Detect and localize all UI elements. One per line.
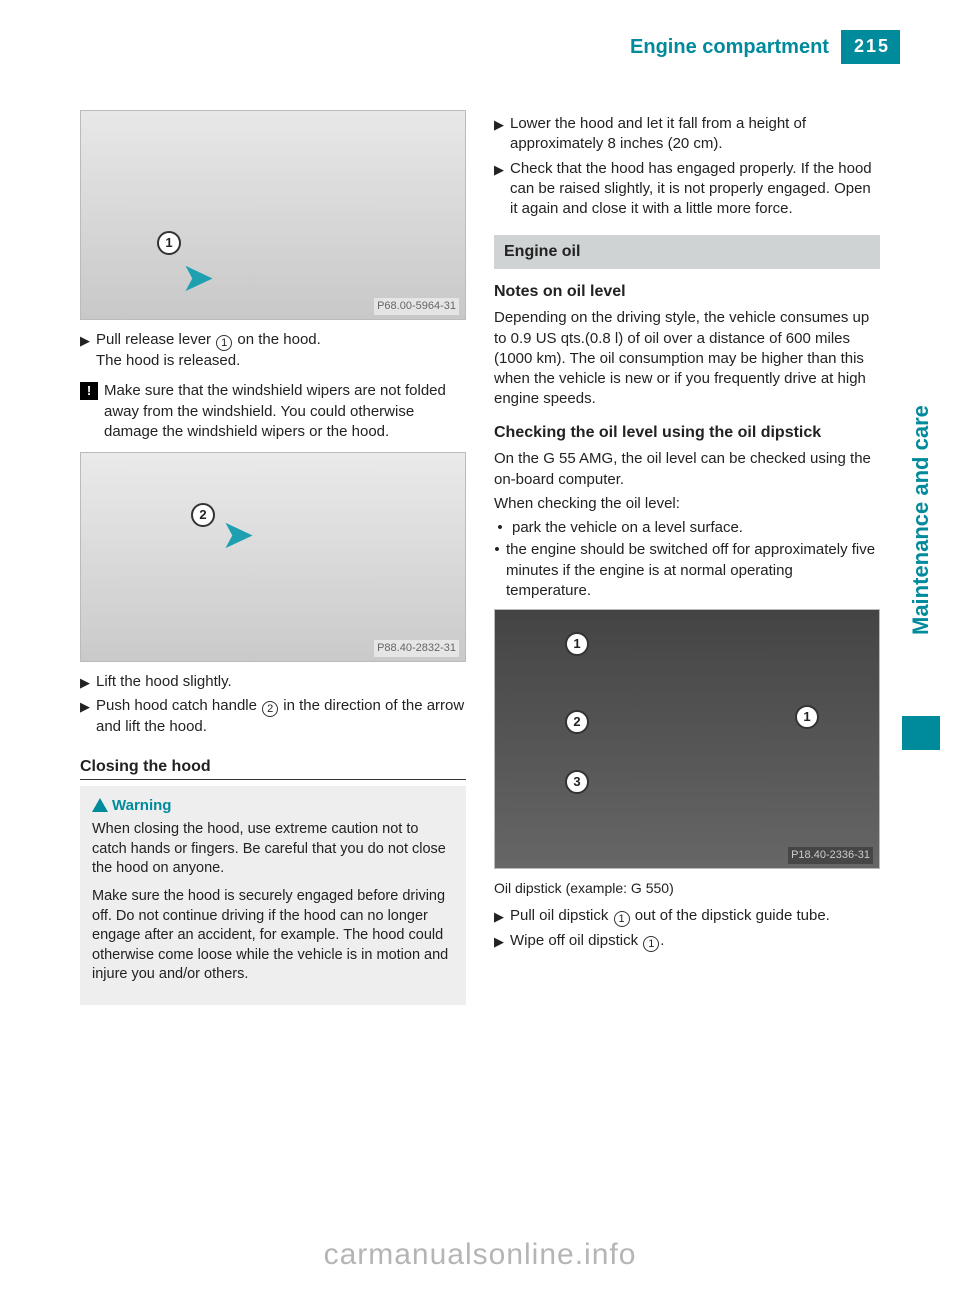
page-number: 215: [844, 30, 900, 64]
step-text: Push hood catch handle 2 in the directio…: [96, 696, 466, 737]
step-push-catch: ▶ Push hood catch handle 2 in the direct…: [80, 696, 466, 737]
closing-hood-heading: Closing the hood: [80, 756, 466, 781]
callout-1: 1: [565, 632, 589, 656]
step-pull-dipstick: ▶ Pull oil dipstick 1 out of the dipstic…: [494, 906, 880, 927]
warning-p2: Make sure the hood is securely engaged b…: [92, 887, 454, 985]
step-marker-icon: ▶: [494, 159, 504, 220]
step-text: Pull oil dipstick 1 out of the dipstick …: [510, 906, 830, 927]
dipstick-heading: Checking the oil level using the oil dip…: [494, 422, 880, 444]
figure-dipstick: 1 2 1 3 P18.40-2336-31: [494, 609, 880, 869]
notice-icon: !: [80, 382, 98, 400]
bullet-marker-icon: •: [494, 518, 506, 538]
callout-1: 1: [157, 231, 181, 255]
step-check-hood: ▶ Check that the hood has engaged proper…: [494, 159, 880, 220]
right-column: ▶ Lower the hood and let it fall from a …: [494, 110, 880, 1005]
page: Engine compartment 215 Maintenance and c…: [0, 0, 960, 1302]
step-marker-icon: ▶: [80, 672, 90, 692]
side-tab-label: Maintenance and care: [902, 330, 940, 710]
bullet-text: the engine should be switched off for ap…: [506, 540, 880, 601]
header-title: Engine compartment: [630, 30, 841, 64]
dipstick-p2: When checking the oil level:: [494, 494, 880, 514]
step-text: Lift the hood slightly.: [96, 672, 232, 692]
callout-2: 2: [565, 710, 589, 734]
step-marker-icon: ▶: [494, 114, 504, 155]
ref-1: 1: [643, 936, 659, 952]
step-pull-lever: ▶ Pull release lever 1 on the hood. The …: [80, 330, 466, 371]
warning-box: Warning When closing the hood, use extre…: [80, 786, 466, 1005]
step-marker-icon: ▶: [80, 696, 90, 737]
dipstick-p1: On the G 55 AMG, the oil level can be ch…: [494, 449, 880, 490]
watermark: carmanualsonline.info: [0, 1238, 960, 1272]
ref-1: 1: [614, 911, 630, 927]
bullet-engine-off: • the engine should be switched off for …: [494, 540, 880, 601]
callout-1b: 1: [795, 705, 819, 729]
step-text: Wipe off oil dipstick 1.: [510, 931, 664, 952]
step-wipe-dipstick: ▶ Wipe off oil dipstick 1.: [494, 931, 880, 952]
warning-p1: When closing the hood, use extreme cauti…: [92, 820, 454, 879]
bullet-marker-icon: •: [494, 540, 500, 601]
figure-caption: Oil dipstick (example: G 550): [494, 879, 880, 898]
warning-triangle-icon: [92, 798, 108, 812]
arrow-icon: ➤: [181, 251, 215, 305]
figure-code: P88.40-2832-31: [374, 640, 459, 657]
arrow-icon: ➤: [221, 508, 255, 562]
figure-hood-catch: 2 ➤ P88.40-2832-31: [80, 452, 466, 662]
notice-wipers: ! Make sure that the windshield wipers a…: [80, 381, 466, 442]
figure-code: P18.40-2336-31: [788, 847, 873, 864]
callout-3: 3: [565, 770, 589, 794]
ref-2: 2: [262, 701, 278, 717]
header-bar: Engine compartment 215: [630, 30, 900, 64]
notes-oil-para: Depending on the driving style, the vehi…: [494, 308, 880, 409]
step-marker-icon: ▶: [494, 906, 504, 927]
left-column: 1 ➤ P68.00-5964-31 ▶ Pull release lever …: [80, 110, 466, 1005]
step-text: Check that the hood has engaged properly…: [510, 159, 880, 220]
step-text: Pull release lever 1 on the hood. The ho…: [96, 330, 321, 371]
bullet-park: • park the vehicle on a level surface.: [494, 518, 880, 538]
step-lower-hood: ▶ Lower the hood and let it fall from a …: [494, 114, 880, 155]
step-marker-icon: ▶: [494, 931, 504, 952]
content-columns: 1 ➤ P68.00-5964-31 ▶ Pull release lever …: [0, 40, 960, 1005]
side-tab: Maintenance and care: [902, 330, 940, 750]
warning-header: Warning: [92, 796, 454, 816]
step-marker-icon: ▶: [80, 330, 90, 371]
bullet-text: park the vehicle on a level surface.: [512, 518, 743, 538]
side-tab-block: [902, 716, 940, 750]
step-lift-hood: ▶ Lift the hood slightly.: [80, 672, 466, 692]
figure-hood-release: 1 ➤ P68.00-5964-31: [80, 110, 466, 320]
notice-text: Make sure that the windshield wipers are…: [104, 381, 466, 442]
ref-1: 1: [216, 335, 232, 351]
engine-oil-heading: Engine oil: [494, 235, 880, 269]
step-text: Lower the hood and let it fall from a he…: [510, 114, 880, 155]
figure-code: P68.00-5964-31: [374, 298, 459, 315]
notes-oil-heading: Notes on oil level: [494, 281, 880, 303]
callout-2: 2: [191, 503, 215, 527]
